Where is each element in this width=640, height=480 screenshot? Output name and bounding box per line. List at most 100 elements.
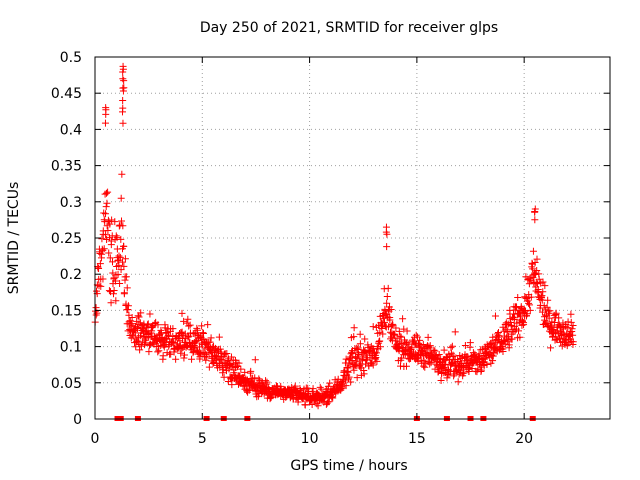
data-point bbox=[107, 299, 115, 307]
data-point bbox=[488, 339, 496, 347]
data-point bbox=[532, 279, 540, 287]
y-tick-label: 0.15 bbox=[51, 303, 82, 319]
data-point bbox=[499, 347, 507, 355]
data-point bbox=[516, 310, 524, 318]
data-point bbox=[546, 307, 554, 315]
data-point bbox=[144, 320, 152, 328]
data-point bbox=[400, 351, 408, 359]
data-point bbox=[119, 84, 127, 92]
data-point bbox=[145, 348, 153, 356]
data-point bbox=[108, 216, 116, 224]
data-point bbox=[515, 327, 523, 335]
data-point bbox=[342, 355, 350, 363]
data-point bbox=[180, 317, 188, 325]
data-point bbox=[382, 228, 390, 236]
data-point bbox=[121, 255, 129, 263]
data-point bbox=[523, 312, 531, 320]
data-point bbox=[116, 280, 124, 288]
data-point bbox=[349, 349, 357, 357]
data-point bbox=[185, 322, 193, 330]
data-point bbox=[105, 249, 113, 257]
data-point bbox=[394, 345, 402, 353]
data-point bbox=[350, 333, 358, 341]
data-point bbox=[545, 314, 553, 322]
data-point bbox=[503, 327, 511, 335]
data-point bbox=[386, 316, 394, 324]
data-point bbox=[95, 265, 103, 273]
data-point bbox=[115, 252, 123, 260]
data-point bbox=[399, 315, 407, 323]
data-point bbox=[124, 306, 132, 314]
data-point bbox=[206, 338, 214, 346]
data-point bbox=[525, 280, 533, 288]
data-point bbox=[95, 282, 103, 290]
data-point bbox=[119, 96, 127, 104]
data-point bbox=[384, 284, 392, 292]
data-point bbox=[228, 381, 236, 389]
data-point bbox=[539, 288, 547, 296]
data-point bbox=[146, 310, 154, 318]
tick-layer: 0 0.05 0.1 0.15 0.2 0.25 0.3 0.35 0.4 0.45 0.5 0 5 10… bbox=[51, 50, 610, 447]
data-point bbox=[221, 350, 229, 358]
data-point bbox=[102, 203, 110, 211]
data-point bbox=[387, 322, 395, 330]
y-tick-label: 0.2 bbox=[60, 267, 82, 283]
data-point bbox=[118, 217, 126, 225]
data-point bbox=[106, 254, 114, 262]
y-tick-label: 0 bbox=[73, 412, 82, 428]
data-point bbox=[142, 339, 150, 347]
data-point bbox=[531, 216, 539, 224]
data-point bbox=[494, 330, 502, 338]
data-point bbox=[207, 334, 215, 342]
data-point bbox=[424, 333, 432, 341]
data-point bbox=[235, 359, 243, 367]
data-point bbox=[98, 250, 106, 258]
data-point bbox=[392, 324, 400, 332]
data-point bbox=[113, 234, 121, 242]
data-point bbox=[262, 377, 270, 385]
data-point bbox=[381, 322, 389, 330]
data-point bbox=[372, 354, 380, 362]
data-point bbox=[172, 355, 180, 363]
data-point bbox=[356, 330, 364, 338]
data-point bbox=[123, 284, 131, 292]
y-tick-label: 0.45 bbox=[51, 86, 82, 102]
data-point bbox=[546, 321, 554, 329]
data-point bbox=[116, 221, 124, 229]
data-point bbox=[568, 325, 576, 333]
data-point bbox=[119, 222, 127, 230]
data-point bbox=[541, 282, 549, 290]
data-point bbox=[203, 353, 211, 361]
data-point bbox=[516, 333, 524, 341]
data-point bbox=[177, 349, 185, 357]
data-point bbox=[381, 307, 389, 315]
data-point bbox=[518, 317, 526, 325]
data-point bbox=[128, 313, 136, 321]
y-tick-label: 0.3 bbox=[60, 195, 82, 211]
data-point bbox=[387, 306, 395, 314]
data-point bbox=[116, 253, 124, 261]
data-point bbox=[360, 370, 368, 378]
data-point bbox=[114, 270, 122, 278]
data-point bbox=[117, 235, 125, 243]
data-point bbox=[109, 258, 117, 266]
data-point bbox=[137, 309, 145, 317]
data-point bbox=[389, 321, 397, 329]
data-point bbox=[540, 302, 548, 310]
data-point bbox=[102, 231, 110, 239]
data-point bbox=[567, 310, 575, 318]
data-point bbox=[133, 337, 141, 345]
data-point bbox=[495, 333, 503, 341]
x-tick-label: 20 bbox=[515, 431, 533, 447]
data-point bbox=[348, 357, 356, 365]
data-point bbox=[451, 328, 459, 336]
data-point bbox=[489, 352, 497, 360]
data-point bbox=[414, 357, 422, 365]
data-point bbox=[324, 382, 332, 390]
data-point bbox=[376, 337, 384, 345]
data-point bbox=[119, 258, 127, 266]
data-point bbox=[223, 349, 231, 357]
data-point bbox=[403, 327, 411, 335]
data-point bbox=[520, 321, 528, 329]
